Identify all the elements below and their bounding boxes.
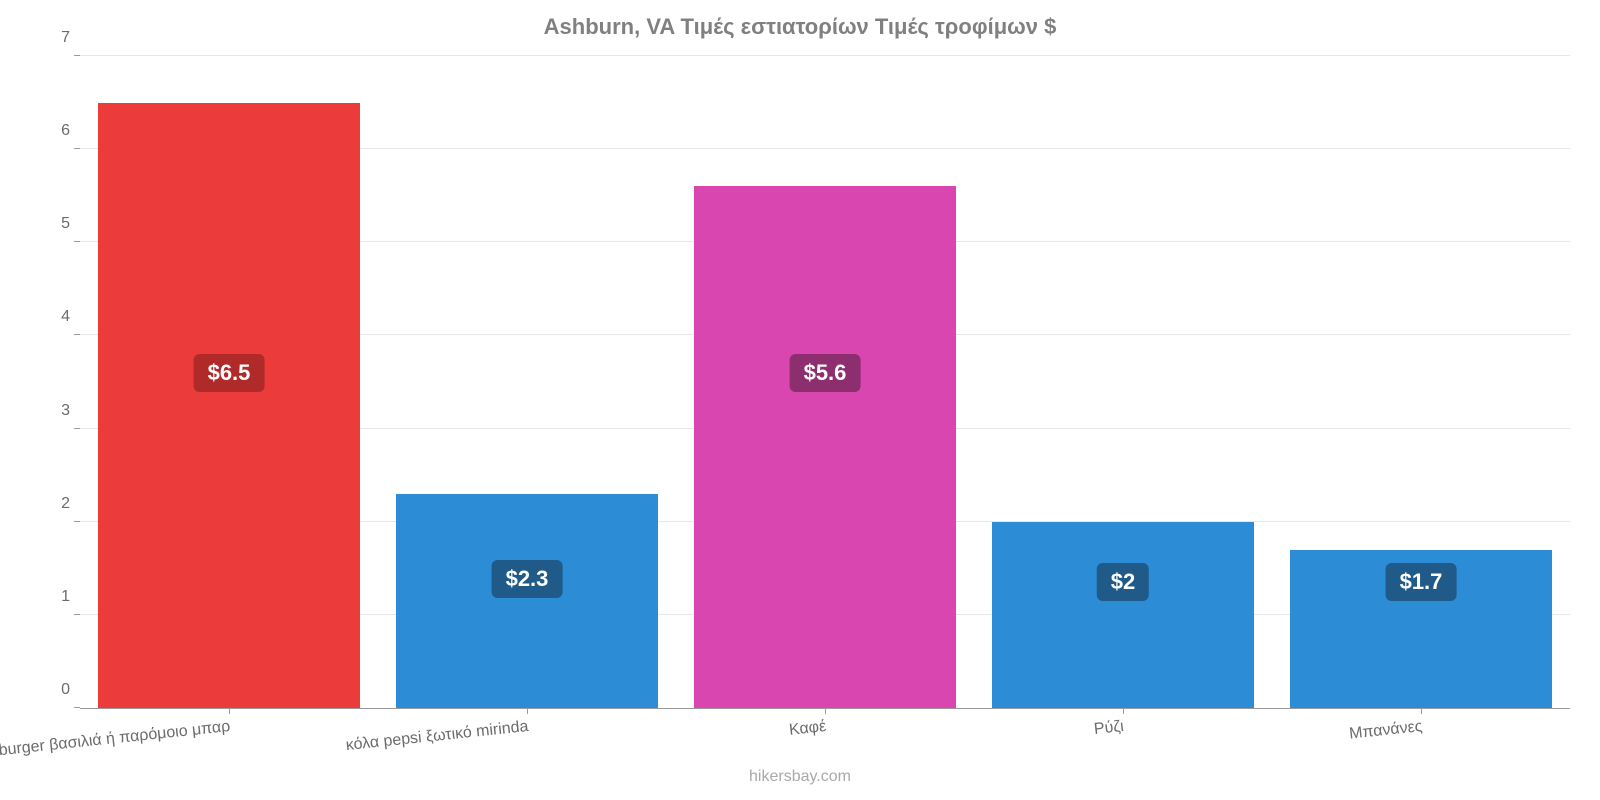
bar-value-label: $5.6 xyxy=(790,354,861,392)
y-tick-label: 7 xyxy=(61,29,80,47)
bar xyxy=(98,103,360,708)
y-tick-mark xyxy=(74,148,80,149)
bar xyxy=(694,186,956,708)
y-tick-mark xyxy=(74,241,80,242)
bar-value-label: $6.5 xyxy=(194,354,265,392)
y-tick-label: 2 xyxy=(61,495,80,513)
bar-value-label: $1.7 xyxy=(1386,563,1457,601)
y-tick-label: 5 xyxy=(61,215,80,233)
bar-value-label: $2.3 xyxy=(492,560,563,598)
y-tick-label: 1 xyxy=(61,588,80,606)
x-tick-mark xyxy=(825,708,826,714)
y-tick-label: 4 xyxy=(61,308,80,326)
y-tick-mark xyxy=(74,707,80,708)
x-tick-label: Καφέ xyxy=(788,718,827,740)
attribution-text: hikersbay.com xyxy=(0,768,1600,786)
x-tick-label: κόλα pepsi ξωτικό mirinda xyxy=(345,718,529,755)
bar xyxy=(992,522,1254,708)
x-tick-mark xyxy=(1123,708,1124,714)
x-tick-mark xyxy=(527,708,528,714)
y-tick-mark xyxy=(74,614,80,615)
chart-title: Ashburn, VA Τιμές εστιατορίων Τιμές τροφ… xyxy=(0,14,1600,40)
y-tick-label: 6 xyxy=(61,122,80,140)
grid-line xyxy=(80,55,1570,56)
y-tick-label: 3 xyxy=(61,402,80,420)
x-tick-mark xyxy=(229,708,230,714)
y-tick-mark xyxy=(74,334,80,335)
chart-container: Ashburn, VA Τιμές εστιατορίων Τιμές τροφ… xyxy=(0,0,1600,800)
y-tick-mark xyxy=(74,55,80,56)
y-tick-label: 0 xyxy=(61,681,80,699)
x-tick-label: Μπανάνες xyxy=(1348,718,1423,744)
x-tick-label: Mac burger βασιλιά ή παρόμοιο μπαρ xyxy=(0,718,231,764)
y-tick-mark xyxy=(74,521,80,522)
plot-area: 01234567$6.5Mac burger βασιλιά ή παρόμοι… xyxy=(80,56,1570,708)
bar xyxy=(396,494,658,708)
x-tick-label: Ρύζι xyxy=(1093,718,1124,739)
bar-value-label: $2 xyxy=(1097,563,1149,601)
x-tick-mark xyxy=(1421,708,1422,714)
y-tick-mark xyxy=(74,428,80,429)
